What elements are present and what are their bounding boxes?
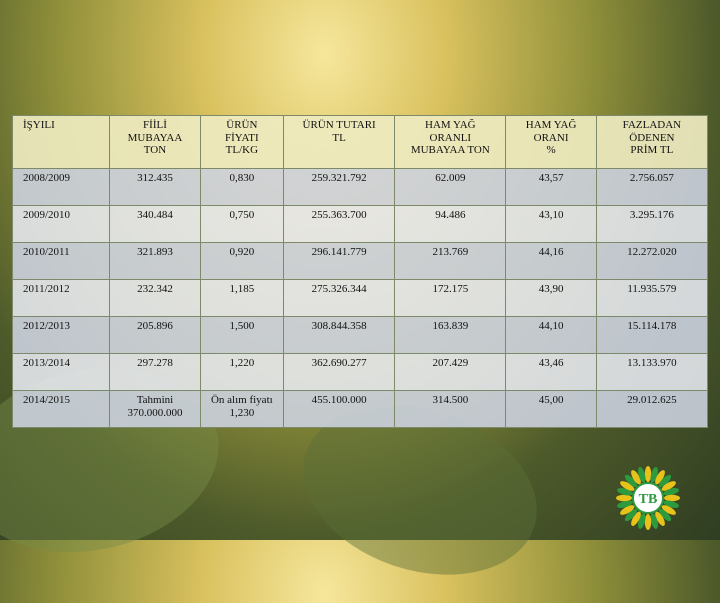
table-cell: 15.114.178 xyxy=(595,316,709,354)
table-cell: 312.435 xyxy=(109,168,201,206)
row-year: 2013/2014 xyxy=(11,353,111,391)
table-cell: Ön alım fiyatı 1,230 xyxy=(199,390,285,428)
logo-petal xyxy=(631,511,641,526)
table-cell: 11.935.579 xyxy=(595,279,709,317)
table-cell: 62.009 xyxy=(394,168,507,206)
table-cell: 12.272.020 xyxy=(595,242,709,280)
logo-petal xyxy=(664,494,680,502)
table-cell: 321.893 xyxy=(109,242,201,280)
logo-petal xyxy=(631,470,641,485)
table-cell: 275.326.344 xyxy=(283,279,396,317)
logo-petal xyxy=(616,494,632,502)
logo-petal xyxy=(650,513,658,529)
logo-petal xyxy=(644,466,652,482)
logo-petal xyxy=(644,514,652,530)
purchase-table: İŞYILI FİİLİ MUBAYAA TON ÜRÜN FİYATI TL/KG ÜRÜN… xyxy=(11,115,709,428)
table-cell: 259.321.792 xyxy=(283,168,396,206)
table-cell: 43,46 xyxy=(505,353,597,391)
table-cell: 0,920 xyxy=(199,242,285,280)
table-cell: 205.896 xyxy=(109,316,201,354)
table-cell: 1,220 xyxy=(199,353,285,391)
logo-petal xyxy=(658,474,672,488)
row-year: 2009/2010 xyxy=(11,205,111,243)
table-header-row: İŞYILI FİİLİ MUBAYAA TON ÜRÜN FİYATI TL/KG ÜRÜN… xyxy=(11,115,709,169)
table-cell: 297.278 xyxy=(109,353,201,391)
logo-petal xyxy=(624,474,638,488)
table-cell: 1,500 xyxy=(199,316,285,354)
table-cell: 43,90 xyxy=(505,279,597,317)
table-cell: 0,830 xyxy=(199,168,285,206)
column-header: HAM YAĞ ORANI% xyxy=(505,115,597,169)
table-cell: 0,750 xyxy=(199,205,285,243)
logo-petal xyxy=(620,505,635,515)
table-cell: 3.295.176 xyxy=(595,205,709,243)
table-row: 2012/2013 205.896 1,500 308.844.358 163.839 4… xyxy=(11,316,709,354)
table-cell: 362.690.277 xyxy=(283,353,396,391)
table-cell: 44,10 xyxy=(505,316,597,354)
table-cell: 207.429 xyxy=(394,353,507,391)
table-cell: 44,16 xyxy=(505,242,597,280)
column-header: HAM YAĞ ORANLI MUBAYAA TON xyxy=(394,115,507,169)
table-cell: 2.756.057 xyxy=(595,168,709,206)
logo-text: TB xyxy=(639,492,658,507)
logo-petal xyxy=(617,500,633,508)
table-row: 2011/2012 232.342 1,185 275.326.344 172.175 4… xyxy=(11,279,709,317)
table-cell: 296.141.779 xyxy=(283,242,396,280)
table-cell: 314.500 xyxy=(394,390,507,428)
table-body: 2008/2009 312.435 0,830 259.321.792 62.009 43… xyxy=(11,168,709,428)
column-header: FİİLİ MUBAYAA TON xyxy=(109,115,201,169)
table-cell: 172.175 xyxy=(394,279,507,317)
table-cell: 1,185 xyxy=(199,279,285,317)
table-row: 2009/2010 340.484 0,750 255.363.700 94.486 43… xyxy=(11,205,709,243)
logo-petal xyxy=(655,511,665,526)
logo-petal xyxy=(624,508,638,522)
table-row: 2013/2014 297.278 1,220 362.690.277 207.429 4… xyxy=(11,353,709,391)
table-cell: 232.342 xyxy=(109,279,201,317)
table-cell: 163.839 xyxy=(394,316,507,354)
table-cell: 45,00 xyxy=(505,390,597,428)
table-cell: 29.012.625 xyxy=(595,390,709,428)
table-row: 2010/2011 321.893 0,920 296.141.779 213.769 4… xyxy=(11,242,709,280)
logo-petal xyxy=(661,505,676,515)
row-year: 2008/2009 xyxy=(11,168,111,206)
row-year: 2011/2012 xyxy=(11,279,111,317)
logo-petal xyxy=(638,467,646,483)
logo-petal xyxy=(661,481,676,491)
tb-logo: TB xyxy=(616,466,680,530)
table-cell: 13.133.970 xyxy=(595,353,709,391)
table-cell: 340.484 xyxy=(109,205,201,243)
logo-petal xyxy=(620,481,635,491)
table-cell: 455.100.000 xyxy=(283,390,396,428)
table-cell: 255.363.700 xyxy=(283,205,396,243)
table-cell: 43,10 xyxy=(505,205,597,243)
table-cell: 94.486 xyxy=(394,205,507,243)
column-header: İŞYILI xyxy=(11,115,111,169)
table-cell: 43,57 xyxy=(505,168,597,206)
logo-petal xyxy=(655,470,665,485)
row-year: 2012/2013 xyxy=(11,316,111,354)
column-header: FAZLADAN ÖDENEN PRİM TL xyxy=(595,115,709,169)
row-year: 2010/2011 xyxy=(11,242,111,280)
row-year: 2014/2015 xyxy=(11,390,111,428)
logo-petal xyxy=(658,508,672,522)
table-cell: 213.769 xyxy=(394,242,507,280)
table-cell: Tahmini 370.000.000 xyxy=(109,390,201,428)
logo-petal xyxy=(663,488,679,496)
column-header: ÜRÜN FİYATI TL/KG xyxy=(199,115,285,169)
column-header: ÜRÜN TUTARI TL xyxy=(283,115,396,169)
table-row: 2008/2009 312.435 0,830 259.321.792 62.009 43… xyxy=(11,168,709,206)
table-cell: 308.844.358 xyxy=(283,316,396,354)
table-row: 2014/2015 Tahmini 370.000.000 Ön alım fiyat… xyxy=(11,390,709,428)
